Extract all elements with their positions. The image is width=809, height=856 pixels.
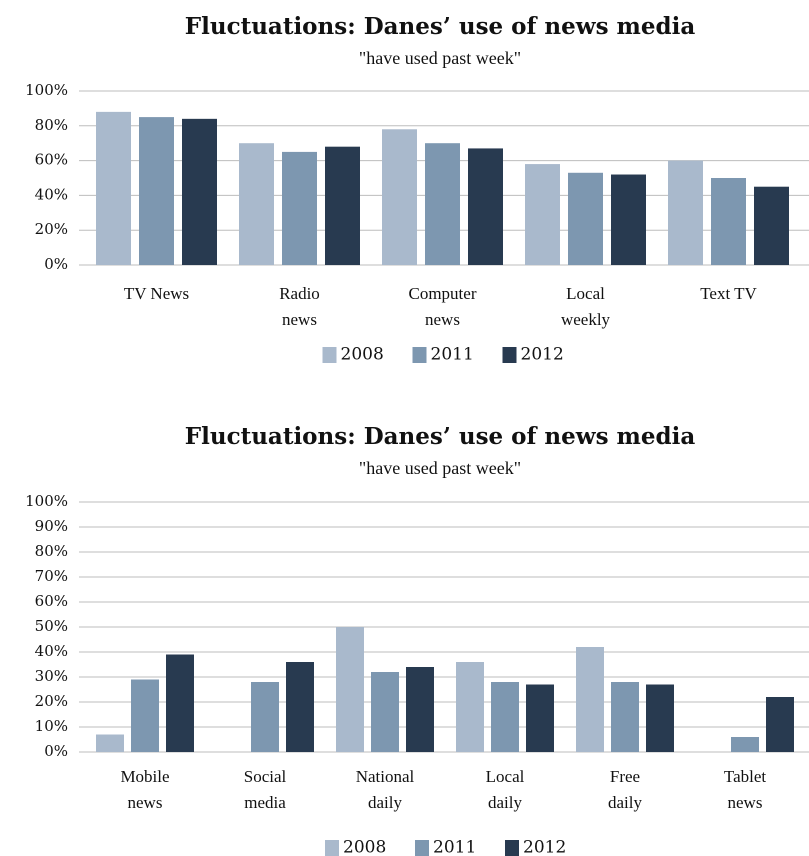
y-tick-label: 10% xyxy=(35,717,68,735)
y-tick-label: 40% xyxy=(35,185,68,203)
x-tick-label: Tablet news xyxy=(724,767,767,812)
y-tick-label: 100% xyxy=(25,492,68,510)
y-tick-label: 80% xyxy=(35,542,68,560)
bar xyxy=(166,654,194,752)
x-tick-label: Local daily xyxy=(486,767,525,812)
bar xyxy=(766,697,794,752)
legend-label: 2011 xyxy=(433,838,476,856)
bar xyxy=(525,164,560,265)
legend-swatch xyxy=(505,840,519,856)
y-tick-label: 20% xyxy=(35,220,68,238)
bar xyxy=(711,178,746,265)
y-tick-label: 0% xyxy=(44,255,68,273)
legend-label: 2011 xyxy=(431,345,474,365)
y-tick-label: 100% xyxy=(25,81,68,99)
y-tick-label: 20% xyxy=(35,692,68,710)
legend-swatch xyxy=(412,347,427,363)
x-tick-label: Computer news xyxy=(409,284,477,329)
bar xyxy=(568,172,603,265)
y-tick-label: 60% xyxy=(35,151,68,169)
bar xyxy=(526,684,554,752)
bar xyxy=(456,662,484,752)
legend-label: 2012 xyxy=(523,838,566,856)
y-tick-label: 80% xyxy=(35,116,68,134)
bar xyxy=(371,672,399,752)
y-tick-label: 0% xyxy=(44,742,68,760)
bar xyxy=(336,627,364,752)
y-tick-label: 90% xyxy=(35,517,68,535)
bar xyxy=(286,662,314,752)
bar xyxy=(139,117,174,265)
bar xyxy=(576,647,604,752)
legend-swatch xyxy=(502,347,517,363)
bar xyxy=(646,684,674,752)
legend-swatch xyxy=(325,840,339,856)
x-tick-label: Social media xyxy=(244,767,287,812)
bar xyxy=(96,111,131,265)
legend-swatch xyxy=(322,347,337,363)
bar xyxy=(131,679,159,752)
bar xyxy=(282,151,317,265)
x-tick-label: TV News xyxy=(124,284,189,303)
bar xyxy=(611,174,646,265)
x-tick-label: Local weekly xyxy=(561,284,611,329)
x-tick-label: Radio news xyxy=(279,284,320,329)
x-tick-label: Mobile news xyxy=(120,767,169,812)
bar xyxy=(382,129,417,265)
bar xyxy=(251,682,279,752)
bar xyxy=(611,682,639,752)
chart-title: Fluctuations: Danes’ use of news media xyxy=(185,423,696,450)
legend-label: 2012 xyxy=(521,345,564,365)
bar xyxy=(468,148,503,265)
y-tick-label: 60% xyxy=(35,592,68,610)
bar xyxy=(425,143,460,265)
y-tick-label: 40% xyxy=(35,642,68,660)
chart-subtitle: "have used past week" xyxy=(359,48,521,68)
bar xyxy=(754,186,789,265)
x-tick-label: Text TV xyxy=(700,284,757,303)
bar xyxy=(668,160,703,265)
bar xyxy=(731,737,759,752)
chart-title: Fluctuations: Danes’ use of news media xyxy=(185,13,696,40)
legend-label: 2008 xyxy=(341,345,384,365)
y-tick-label: 70% xyxy=(35,567,68,585)
chart-subtitle: "have used past week" xyxy=(359,458,521,478)
bar xyxy=(239,143,274,265)
bar xyxy=(96,734,124,752)
bar xyxy=(325,146,360,265)
x-tick-label: Free daily xyxy=(608,767,642,812)
x-tick-label: National daily xyxy=(356,767,415,812)
bar xyxy=(491,682,519,752)
legend-label: 2008 xyxy=(343,838,386,856)
y-tick-label: 30% xyxy=(35,667,68,685)
legend-swatch xyxy=(415,840,429,856)
bar xyxy=(406,667,434,752)
y-tick-label: 50% xyxy=(35,617,68,635)
bar xyxy=(182,118,217,265)
